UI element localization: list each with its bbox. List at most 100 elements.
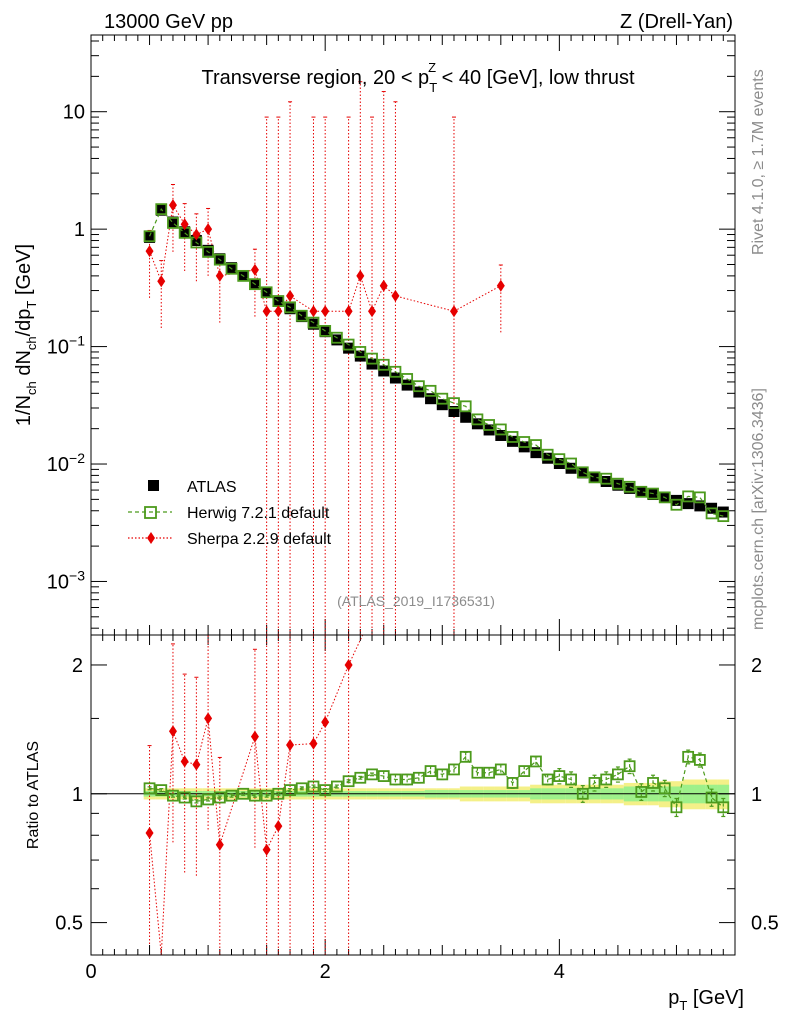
herwig-point [342,338,355,351]
herwig-ratio-point [471,766,484,779]
atlas-point [495,429,507,441]
sherpa-point [286,289,295,302]
sherpa-point [449,305,458,318]
herwig-ratio-point [588,777,601,789]
herwig-point [213,253,226,266]
main-ytick-label: 10−1 [47,333,85,359]
atlas-point [694,500,706,512]
sherpa-ratio-point [215,838,224,851]
main-ytick-label: 10 [63,102,85,124]
herwig-point [600,472,613,485]
herwig-ratio-point [412,771,425,784]
herwig-point [295,309,308,322]
herwig-point [237,269,250,282]
herwig-point [693,491,706,504]
herwig-point [143,230,156,243]
herwig-ratio-point [553,770,566,782]
atlas-point [389,372,401,384]
sherpa-point [262,305,271,318]
legend-marker-atlas [148,480,159,491]
atlas-point [530,447,542,459]
herwig-point [155,203,168,216]
herwig-point [623,480,636,493]
atlas-point [378,365,390,377]
atlas-point [144,231,156,243]
atlas-point [202,244,214,256]
x-axis-label: pT [GeV] [668,987,744,1013]
herwig-point [401,373,414,385]
atlas-point [717,506,729,518]
sherpa-ratio-point [286,739,295,752]
herwig-ratio-point [260,789,273,802]
rivet-label: Rivet 4.1.0, ≥ 1.7M events [750,69,767,255]
atlas-point [460,411,472,423]
herwig-ratio-point [494,763,507,776]
herwig-ratio-point [623,760,636,773]
sherpa-point [180,218,189,231]
herwig-ratio-point [143,782,156,795]
sherpa-point [379,279,388,292]
sherpa-point [157,275,166,288]
herwig-point [518,436,531,448]
sherpa-point [356,269,365,282]
sherpa-ratio-point [344,658,353,671]
herwig-point [565,457,577,470]
herwig-ratio-point [693,754,706,766]
herwig-point [541,448,554,461]
header-right: Z (Drell-Yan) [620,11,733,33]
herwig-ratio-point [600,773,613,786]
atlas-point [635,486,647,498]
herwig-point [576,466,589,479]
herwig-point [483,419,496,431]
herwig-ratio-point [307,780,320,793]
sherpa-point [321,305,330,318]
sherpa-ratio-point [204,712,213,725]
herwig-point [249,278,261,291]
atlas-point [226,262,238,274]
atlas-point [542,452,554,464]
herwig-ratio-point [647,777,659,789]
atlas-point [647,489,659,501]
herwig-ratio-point [506,777,519,789]
atlas-point [284,303,296,315]
herwig-point [377,358,390,371]
herwig-ratio-point [705,791,718,804]
atlas-point [436,399,448,411]
atlas-point [190,235,202,247]
herwig-ratio-point [366,768,378,781]
herwig-ratio-point [213,791,226,804]
herwig-point [424,384,437,397]
herwig-ratio-point [670,801,683,814]
atlas-point [296,311,308,323]
title-post: < 40 [GeV], low thrust [436,67,635,89]
herwig-point [307,316,320,329]
herwig-ratio-point [565,773,577,786]
herwig-point [459,400,472,413]
herwig-point [389,365,402,378]
herwig-point [635,485,648,498]
herwig-ratio-point [459,750,472,763]
herwig-ratio-point [178,791,191,804]
atlas-point [448,406,460,418]
main-ytick-label: 10−3 [47,567,85,593]
main-panel: 10−3 10−2 10−1 1 10 [47,35,736,635]
herwig-point [330,331,343,344]
ratio-ytick-label: 1 [72,784,83,806]
herwig-ratio-point [249,789,261,802]
ratio-ytick-label: 2 [72,655,83,677]
ratio-xtick-label: 2 [320,961,331,983]
atlas-point [682,498,694,510]
title-sub: T [429,80,437,95]
sherpa-ratio-point [180,755,189,768]
sherpa-ratio-point [168,725,177,738]
title-sup: Z [428,60,436,75]
herwig-point [647,487,659,500]
header-left: 13000 GeV pp [104,11,233,33]
herwig-ratio-point [202,793,214,806]
sherpa-ratio-point [309,737,318,750]
sherpa-point [192,228,201,241]
legend-atlas: ATLAS [187,479,237,496]
sherpa-point [168,199,177,212]
herwig-point [682,490,695,503]
